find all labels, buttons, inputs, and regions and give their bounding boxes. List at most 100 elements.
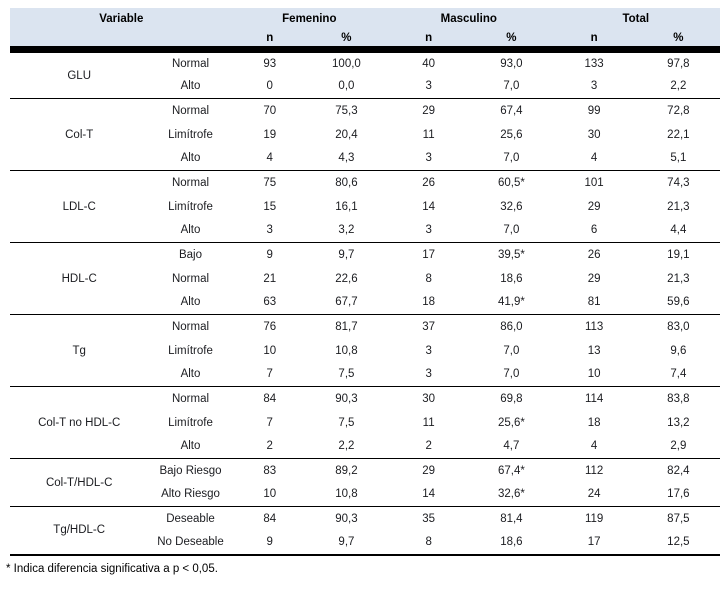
table-row: GLU Normal 93 100,0 40 93,0 133 97,8 bbox=[10, 51, 720, 82]
variable-name: HDL-C bbox=[61, 272, 97, 285]
value-cell: 2 bbox=[425, 440, 432, 453]
value-cell: 13,2 bbox=[667, 416, 690, 429]
variable-name: GLU bbox=[67, 69, 92, 82]
value-cell: 80,6 bbox=[307, 171, 386, 195]
table-row: LDL-C Normal 75 80,6 26 60,5* 101 74,3 bbox=[10, 171, 720, 213]
category-cell: Normal bbox=[171, 176, 210, 189]
value-cell: 7,0 bbox=[503, 80, 520, 93]
value-cell: 17 bbox=[386, 243, 471, 267]
value-cell: 40 bbox=[422, 57, 436, 70]
value-cell: 84 bbox=[233, 387, 307, 411]
group-ldl-c: LDL-C Normal 75 80,6 26 60,5* 101 74,3 Limítrofe… bbox=[10, 170, 720, 243]
value-cell: 7,5 bbox=[338, 416, 355, 429]
value-cell: 8 bbox=[386, 531, 471, 555]
value-cell: 3,2 bbox=[338, 224, 355, 237]
value-cell: 75 bbox=[233, 171, 307, 195]
category-cell: Limítrofe bbox=[168, 128, 213, 141]
value-cell: 29 bbox=[587, 272, 601, 285]
table-row: Col-T Normal 70 75,3 29 67,4 99 72,8 bbox=[10, 99, 720, 141]
value-cell: 18,6 bbox=[500, 272, 523, 285]
value-cell: 93 bbox=[263, 57, 277, 70]
table-row: No Deseable 9 9,7 8 18,6 17 12,5 bbox=[10, 531, 720, 555]
value-cell: 133 bbox=[584, 57, 604, 70]
significance-footnote: * Indica diferencia significativa a p < … bbox=[6, 562, 218, 575]
table-row: Alto 2 2,2 2 4,7 4 2,9 bbox=[10, 435, 720, 459]
value-cell: 29 bbox=[386, 459, 471, 483]
category-cell: Normal bbox=[171, 104, 210, 117]
value-cell: 4 bbox=[590, 440, 598, 453]
value-cell: 21,3 bbox=[667, 272, 690, 285]
value-cell: 13 bbox=[587, 344, 601, 357]
value-cell: 86,0 bbox=[471, 315, 551, 339]
value-cell: 9 bbox=[233, 243, 307, 267]
category-cell: No Deseable bbox=[157, 536, 224, 548]
value-cell: 9,7 bbox=[307, 531, 386, 555]
table-row: Alto 63 67,7 18 41,9* 81 59,6 bbox=[10, 291, 720, 315]
table-row: Alto 0 0,0 3 7,0 3 2,2 bbox=[10, 75, 720, 99]
value-cell: 3 bbox=[425, 152, 432, 165]
table-row: Alto Riesgo 10 10,8 14 32,6* 24 17,6 bbox=[10, 483, 720, 507]
value-cell: 7,0 bbox=[503, 224, 520, 237]
variable-name: Tg/HDL-C bbox=[53, 524, 106, 537]
value-cell: 81,7 bbox=[307, 315, 386, 339]
value-cell: 90,3 bbox=[307, 507, 386, 531]
category-cell: Normal bbox=[171, 392, 210, 405]
value-cell: 5,1 bbox=[670, 152, 687, 165]
value-cell: 10,8 bbox=[335, 344, 358, 357]
value-cell: 25,6* bbox=[497, 416, 525, 429]
category-cell: Alto bbox=[180, 296, 201, 309]
value-cell: 39,5* bbox=[471, 243, 551, 267]
value-cell: 83 bbox=[233, 459, 307, 483]
value-cell: 7,5 bbox=[338, 368, 355, 381]
value-cell: 21,3 bbox=[667, 200, 690, 213]
value-cell: 19,1 bbox=[637, 243, 720, 267]
group-glu: GLU Normal 93 100,0 40 93,0 133 97,8 Alto 0 0,0 3 7,… bbox=[10, 51, 720, 99]
group-col-t: Col-T Normal 70 75,3 29 67,4 99 72,8 Limítrofe 19… bbox=[10, 98, 720, 171]
category-cell: Bajo bbox=[178, 248, 202, 261]
group-hdl-c: HDL-C Bajo 9 9,7 17 39,5* 26 19,1 Normal 21 22,6 8 1… bbox=[10, 242, 720, 315]
table-row: Col-T no HDL-C Normal 84 90,3 30 69,8 114 83,8 bbox=[10, 387, 720, 429]
value-cell: 8 bbox=[425, 272, 432, 285]
table-row: Limítrofe 7 7,5 11 25,6* 18 13,2 bbox=[10, 411, 720, 435]
value-cell: 67,7 bbox=[335, 296, 358, 309]
value-cell: 41,9* bbox=[497, 296, 525, 309]
value-cell: 67,4* bbox=[471, 459, 551, 483]
value-cell: 10 bbox=[587, 368, 601, 381]
value-cell: 32,6* bbox=[497, 488, 525, 501]
value-cell: 7 bbox=[266, 416, 273, 429]
value-cell: 10,8 bbox=[335, 488, 358, 501]
value-cell: 3 bbox=[425, 344, 432, 357]
value-cell: 3 bbox=[425, 368, 432, 381]
header-femenino-pct: % bbox=[306, 30, 387, 47]
value-cell: 100,0 bbox=[332, 57, 361, 70]
variable-name: Tg bbox=[72, 344, 86, 357]
value-cell: 76 bbox=[233, 315, 307, 339]
table-row: Col-T/HDL-C Bajo Riesgo 83 89,2 29 67,4* 112 82… bbox=[10, 459, 720, 489]
value-cell: 16,1 bbox=[335, 200, 358, 213]
value-cell: 9 bbox=[233, 531, 307, 555]
table-row: Tg Normal 76 81,7 37 86,0 113 83,0 bbox=[10, 315, 720, 357]
value-cell: 7,0 bbox=[503, 368, 520, 381]
value-cell: 2,9 bbox=[670, 440, 687, 453]
value-cell: 11 bbox=[422, 416, 435, 429]
value-cell: 4 bbox=[266, 152, 273, 165]
header-masculino-n: n bbox=[386, 30, 472, 47]
value-cell: 3 bbox=[425, 224, 432, 237]
page: Variable Femenino Masculino Total n % n … bbox=[6, 8, 720, 575]
value-cell: 7,4 bbox=[670, 368, 687, 381]
value-cell: 4,4 bbox=[670, 224, 687, 237]
category-cell: Deseable bbox=[166, 512, 215, 525]
value-cell: 10 bbox=[263, 488, 277, 501]
value-cell: 9,7 bbox=[307, 243, 386, 267]
variable-name: Col-T/HDL-C bbox=[45, 476, 113, 489]
category-cell: Alto bbox=[180, 440, 201, 453]
table-header: Variable Femenino Masculino Total n % n … bbox=[10, 8, 720, 47]
category-cell: Normal bbox=[171, 57, 210, 70]
value-cell: 3 bbox=[590, 80, 598, 93]
value-cell: 99 bbox=[552, 99, 637, 123]
table-row: Limítrofe 19 20,4 11 25,6 30 22,1 bbox=[10, 123, 720, 147]
value-cell: 22,6 bbox=[335, 272, 358, 285]
variable-name: Col-T no HDL-C bbox=[38, 416, 121, 429]
table-row: Normal 21 22,6 8 18,6 29 21,3 bbox=[10, 267, 720, 291]
value-cell: 72,8 bbox=[637, 99, 720, 123]
